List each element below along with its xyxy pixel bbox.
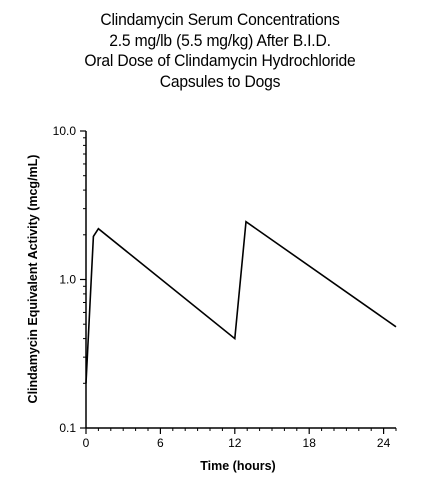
chart-title: Clindamycin Serum Concentrations 2.5 mg/… <box>0 10 440 92</box>
x-tick-label: 24 <box>377 436 391 450</box>
concentration-series-line <box>85 220 397 384</box>
x-ticks: 0 6 12 18 24 <box>83 428 397 450</box>
chart-title-line-1: Clindamycin Serum Concentrations <box>100 10 340 29</box>
y-ticks: 0.1 1.0 10.0 <box>53 124 86 435</box>
chart-title-line-3: Oral Dose of Clindamycin Hydrochloride <box>84 51 356 70</box>
x-tick-label: 0 <box>83 436 90 450</box>
x-tick-label: 18 <box>303 436 317 450</box>
x-axis-label: Time (hours) <box>200 459 275 473</box>
series-group <box>85 220 397 384</box>
y-tick-label: 10.0 <box>53 124 77 138</box>
chart-title-line-2: 2.5 mg/lb (5.5 mg/kg) After B.I.D. <box>109 30 331 50</box>
y-tick-label: 0.1 <box>59 421 76 435</box>
chart-title-line-4: Capsules to Dogs <box>159 71 281 91</box>
y-tick-label: 1.0 <box>59 273 76 287</box>
x-tick-label: 12 <box>228 436 242 450</box>
x-tick-label: 6 <box>157 436 164 450</box>
y-axis-label: Clindamycin Equivalent Activity (mcg/mL) <box>26 155 40 404</box>
